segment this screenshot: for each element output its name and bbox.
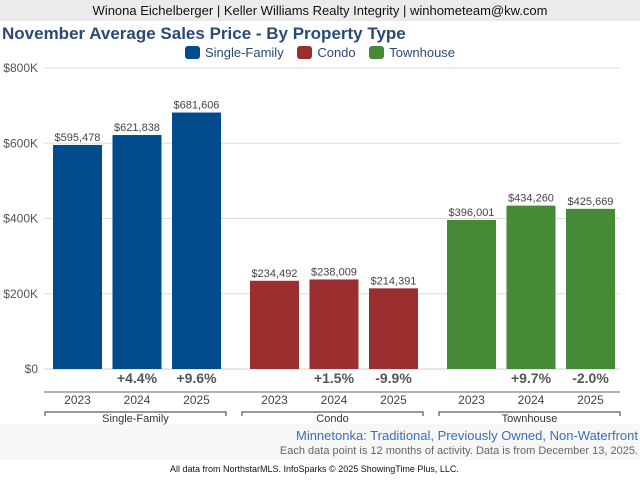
legend-label-single-family: Single-Family: [204, 45, 284, 60]
x-tick-label: 2023: [458, 393, 485, 407]
data-label: $595,478: [55, 132, 101, 144]
change-label: -9.9%: [375, 370, 412, 386]
group-label: Townhouse: [502, 413, 558, 425]
change-label: +1.5%: [314, 370, 355, 386]
legend-item-single-family[interactable]: Single-Family: [184, 45, 284, 60]
data-label: $681,606: [174, 100, 220, 112]
agent-header-bar: Winona Eichelberger | Keller Williams Re…: [0, 0, 640, 21]
bar-condo-2024: [309, 279, 359, 369]
group-bracket: [44, 411, 227, 416]
bar-single-family-2024: [112, 135, 162, 369]
legend-swatch-townhouse: [369, 46, 385, 59]
legend-label-townhouse: Townhouse: [389, 45, 456, 60]
group-bracket: [438, 411, 621, 416]
data-label: $425,669: [568, 196, 614, 208]
change-label: +9.6%: [176, 370, 217, 386]
group-label: Condo: [316, 413, 348, 425]
legend-label-condo: Condo: [317, 45, 356, 60]
x-tick-label: 2023: [261, 393, 288, 407]
bar-townhouse-2025: [566, 208, 615, 369]
bar-condo-2023: [250, 280, 299, 369]
legend-swatch-condo: [297, 46, 313, 59]
data-label: $434,260: [508, 193, 554, 205]
chart-legend: Single-Family Condo Townhouse: [0, 45, 640, 62]
x-tick-label: 2023: [64, 393, 91, 407]
bar-townhouse-2023: [447, 220, 496, 369]
bar-single-family-2025: [172, 112, 221, 369]
data-label: $396,001: [449, 207, 495, 219]
bar-single-family-2023: [53, 144, 102, 369]
x-tick-label: 2025: [183, 393, 210, 407]
y-tick-label: $200K: [3, 287, 38, 301]
legend-swatch-single-family: [184, 46, 200, 59]
footer-data-note: Each data point is 12 months of activity…: [279, 445, 638, 457]
group-label: Single-Family: [102, 413, 169, 425]
group-bracket: [241, 411, 424, 416]
data-label: $621,838: [114, 122, 160, 134]
y-tick-label: $600K: [3, 136, 38, 150]
x-tick-label: 2024: [321, 393, 348, 407]
data-label: $238,009: [311, 266, 357, 278]
data-label: $214,391: [371, 275, 417, 287]
footer-background: [0, 424, 640, 460]
change-label: +9.7%: [511, 370, 552, 386]
chart-title: November Average Sales Price - By Proper…: [2, 24, 406, 43]
footer-location-filter[interactable]: Minnetonka: Traditional, Previously Owne…: [295, 428, 638, 443]
x-tick-label: 2025: [380, 393, 407, 407]
change-label: +4.4%: [117, 370, 158, 386]
footer-credit: All data from NorthstarMLS. InfoSparks ©…: [170, 464, 459, 474]
bar-townhouse-2024: [506, 205, 556, 369]
y-tick-label: $800K: [3, 61, 38, 75]
x-tick-label: 2025: [577, 393, 604, 407]
legend-item-condo[interactable]: Condo: [297, 45, 356, 60]
x-tick-label: 2024: [518, 393, 545, 407]
y-tick-label: $400K: [3, 212, 38, 226]
y-tick-label: $0: [25, 362, 39, 376]
bar-condo-2025: [369, 288, 418, 369]
legend-item-townhouse[interactable]: Townhouse: [369, 45, 455, 60]
data-label: $234,492: [252, 268, 298, 280]
change-label: -2.0%: [572, 370, 609, 386]
agent-header-text: Winona Eichelberger | Keller Williams Re…: [92, 3, 548, 18]
x-tick-label: 2024: [124, 393, 151, 407]
